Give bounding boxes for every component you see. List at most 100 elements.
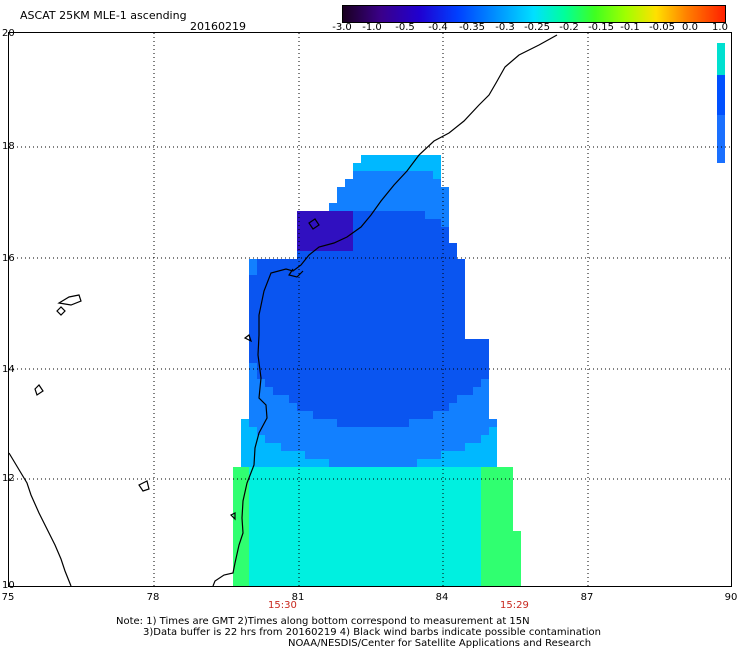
map-panel[interactable] (8, 32, 732, 587)
swath-cell (417, 403, 425, 411)
swath-cell (433, 219, 441, 227)
swath-cell (281, 571, 289, 579)
swath-cell (281, 555, 289, 563)
swath-cell (425, 251, 433, 259)
swath-cell (505, 491, 513, 499)
swath-cell (433, 379, 441, 387)
swath-cell (249, 275, 257, 283)
swath-cell (385, 499, 393, 507)
swath-cell (257, 411, 265, 419)
swath-cell (433, 291, 441, 299)
swath-cell (257, 387, 265, 395)
swath-cell (241, 491, 249, 499)
swath-cell (345, 379, 353, 387)
swath-cell (377, 419, 385, 427)
swath-cell (425, 203, 433, 211)
swath-cell (433, 235, 441, 243)
swath-cell (337, 451, 345, 459)
swath-cell (353, 571, 361, 579)
swath-cell (393, 419, 401, 427)
footer-note-3: NOAA/NESDIS/Center for Satellite Applica… (288, 638, 592, 649)
swath-cell (265, 363, 273, 371)
product-date: 20160219 (190, 20, 246, 33)
swath-cell (345, 195, 353, 203)
swath-cell (481, 579, 489, 586)
swath-cell (449, 571, 457, 579)
swath-cell (417, 307, 425, 315)
swath-cell (305, 243, 313, 251)
swath-cell (369, 419, 377, 427)
swath-cell (297, 531, 305, 539)
swath-cell (717, 51, 725, 59)
swath-cell (313, 387, 321, 395)
swath-cell (425, 443, 433, 451)
swath-cell (497, 499, 505, 507)
swath-cell (345, 203, 353, 211)
swath-cell (457, 467, 465, 475)
swath-cell (409, 571, 417, 579)
swath-cell (385, 315, 393, 323)
swath-cell (393, 427, 401, 435)
swath-cell (313, 363, 321, 371)
swath-cell (401, 483, 409, 491)
swath-cell (297, 507, 305, 515)
swath-cell (505, 563, 513, 571)
swath-cell (433, 187, 441, 195)
swath-cell (289, 483, 297, 491)
swath-cell (329, 507, 337, 515)
swath-cell (353, 459, 361, 467)
swath-cell (321, 283, 329, 291)
swath-cell (297, 235, 305, 243)
swath-cell (409, 331, 417, 339)
swath-cell (329, 435, 337, 443)
swath-cell (369, 331, 377, 339)
swath-cell (385, 483, 393, 491)
swath-cell (361, 299, 369, 307)
swath-cell (329, 443, 337, 451)
swath-cell (449, 259, 457, 267)
swath-cell (369, 555, 377, 563)
swath-cell (433, 355, 441, 363)
swath-cell (425, 243, 433, 251)
swath-cell (417, 211, 425, 219)
swath-cell (305, 259, 313, 267)
swath-cell (361, 387, 369, 395)
swath-cell (361, 435, 369, 443)
swath-cell (353, 371, 361, 379)
swath-cell (353, 443, 361, 451)
swath-cell (393, 435, 401, 443)
swath-cell (369, 307, 377, 315)
swath-cell (265, 555, 273, 563)
swath-cell (385, 539, 393, 547)
swath-cell (345, 531, 353, 539)
swath-cell (449, 339, 457, 347)
swath-cell (369, 539, 377, 547)
swath-cell (361, 419, 369, 427)
swath-cell (393, 243, 401, 251)
swath-cell (441, 347, 449, 355)
swath-cell (249, 459, 257, 467)
swath-cell (249, 411, 257, 419)
swath-cell (305, 403, 313, 411)
swath-cell (337, 203, 345, 211)
swath-cell (409, 467, 417, 475)
swath-cell (377, 467, 385, 475)
swath-cell (457, 307, 465, 315)
swath-cell (233, 531, 241, 539)
swath-cell (265, 259, 273, 267)
swath-cell (337, 347, 345, 355)
swath-cell (481, 411, 489, 419)
swath-cell (361, 563, 369, 571)
swath-cell (281, 283, 289, 291)
swath-cell (329, 347, 337, 355)
swath-cell (241, 579, 249, 586)
swath-cell (233, 539, 241, 547)
swath-cell (345, 523, 353, 531)
swath-cell (433, 259, 441, 267)
swath-cell (441, 291, 449, 299)
swath-cell (401, 251, 409, 259)
swath-cell (353, 507, 361, 515)
swath-cell (281, 547, 289, 555)
lat-label-10: 10 (2, 580, 15, 591)
swath-cell (289, 499, 297, 507)
